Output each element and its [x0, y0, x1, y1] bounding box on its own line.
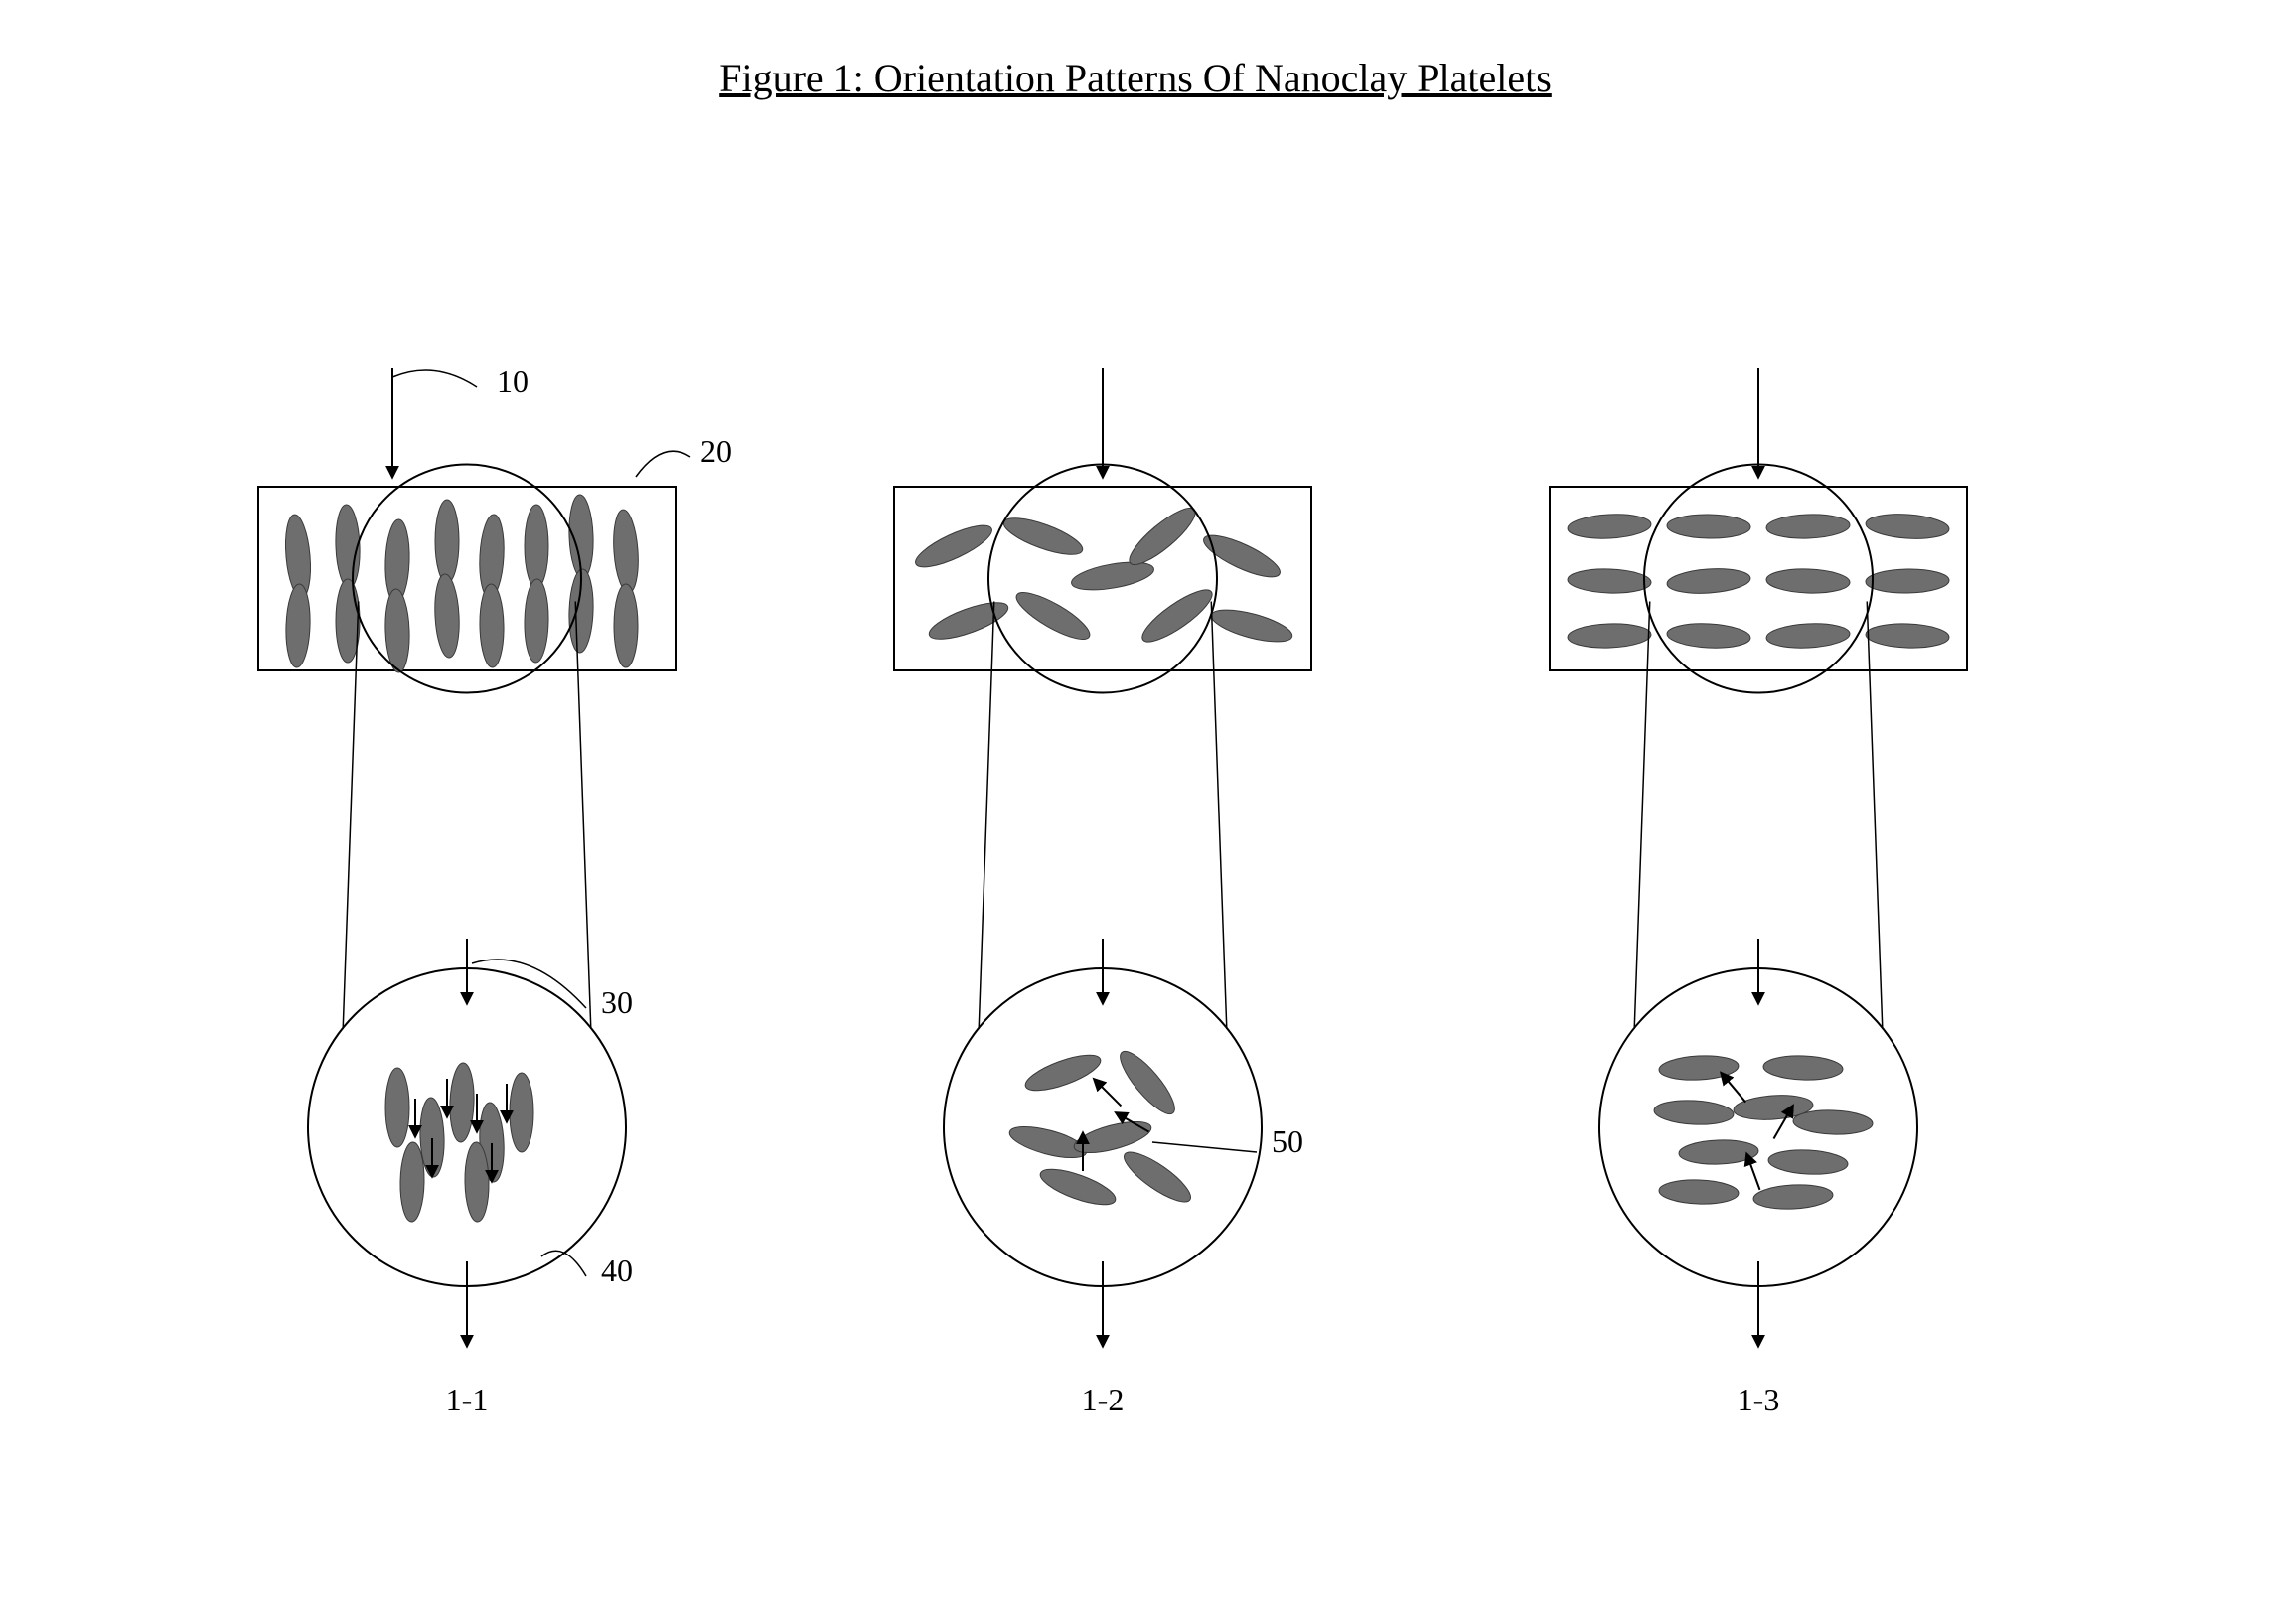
panel-1-1: 1-1 10 20 30 40 [258, 364, 732, 1417]
ref-label-30: 30 [601, 984, 633, 1020]
ref-label-50: 50 [1272, 1123, 1303, 1159]
ref-label-40: 40 [601, 1253, 633, 1288]
ref-label-20: 20 [700, 433, 732, 469]
panel-1-2: 1-2 50 [894, 368, 1311, 1417]
ref-label-10: 10 [497, 364, 529, 399]
sub-label-1-3: 1-3 [1738, 1382, 1780, 1417]
sub-label-1-2: 1-2 [1082, 1382, 1125, 1417]
sub-label-1-1: 1-1 [446, 1382, 489, 1417]
diagram-canvas: 1-1 10 20 30 40 1-2 50 1-3 [0, 0, 2271, 1624]
panel-1-3: 1-3 [1550, 368, 1967, 1417]
